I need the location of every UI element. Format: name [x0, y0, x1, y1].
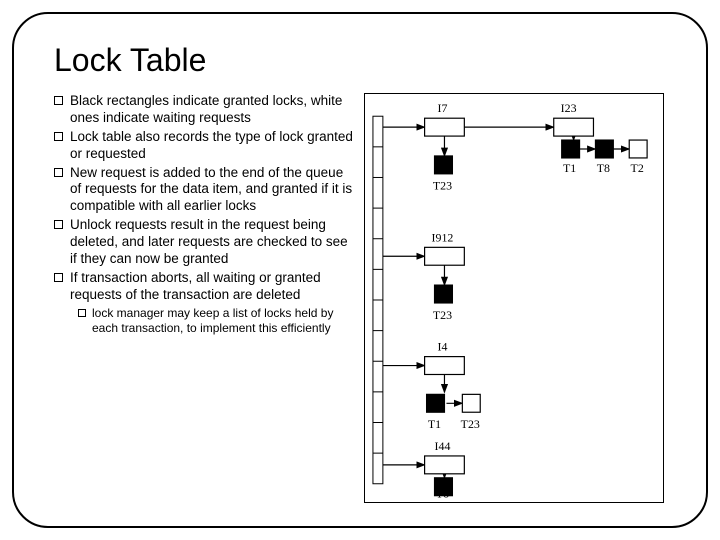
svg-text:I23: I23 [561, 101, 577, 115]
sub-bullet-text: lock manager may keep a list of locks he… [92, 306, 354, 336]
bullet-item: New request is added to the end of the q… [54, 165, 354, 216]
sub-bullet-item: lock manager may keep a list of locks he… [78, 306, 354, 336]
svg-text:T2: T2 [631, 161, 644, 175]
sub-bullet-list: lock manager may keep a list of locks he… [78, 306, 354, 336]
lock-table-diagram: I7 I23 T23 T1 T8 T2 I912 T23 I4 T1 T23 I44 T8 [364, 93, 664, 503]
svg-text:I912: I912 [432, 230, 454, 244]
square-bullet-icon [54, 96, 63, 105]
bullet-item: Black rectangles indicate granted locks,… [54, 93, 354, 127]
bullet-text: New request is added to the end of the q… [70, 165, 354, 216]
square-bullet-icon [54, 132, 63, 141]
svg-text:T1: T1 [563, 161, 576, 175]
svg-text:T23: T23 [433, 179, 452, 193]
diagram-column: I7I23T23T1T8T2I912T23I4T1T23I44T8 [364, 93, 676, 336]
svg-text:I44: I44 [435, 439, 451, 453]
slide-frame: Lock Table Black rectangles indicate gra… [12, 12, 708, 528]
bullet-list: Black rectangles indicate granted locks,… [54, 93, 354, 304]
square-bullet-icon [54, 168, 63, 177]
bullet-text: Black rectangles indicate granted locks,… [70, 93, 354, 127]
svg-text:I4: I4 [438, 340, 448, 354]
content-row: Black rectangles indicate granted locks,… [54, 93, 676, 336]
bullet-item: If transaction aborts, all waiting or gr… [54, 270, 354, 304]
square-bullet-icon [54, 273, 63, 282]
svg-text:T1: T1 [428, 417, 441, 431]
svg-text:T23: T23 [461, 417, 480, 431]
slide-title: Lock Table [54, 42, 676, 79]
square-bullet-icon [54, 220, 63, 229]
svg-text:T8: T8 [597, 161, 610, 175]
bullet-text: Unlock requests result in the request be… [70, 217, 354, 268]
bullet-text: Lock table also records the type of lock… [70, 129, 354, 163]
bullet-item: Unlock requests result in the request be… [54, 217, 354, 268]
svg-text:T8: T8 [436, 487, 449, 501]
svg-text:T23: T23 [433, 308, 452, 322]
diagram-svg: I7 I23 T23 T1 T8 T2 I912 T23 I4 T1 T23 I44 T8 [365, 94, 663, 502]
svg-text:I7: I7 [438, 101, 448, 115]
text-column: Black rectangles indicate granted locks,… [54, 93, 354, 336]
square-bullet-icon [78, 309, 86, 317]
bullet-item: Lock table also records the type of lock… [54, 129, 354, 163]
bullet-text: If transaction aborts, all waiting or gr… [70, 270, 354, 304]
